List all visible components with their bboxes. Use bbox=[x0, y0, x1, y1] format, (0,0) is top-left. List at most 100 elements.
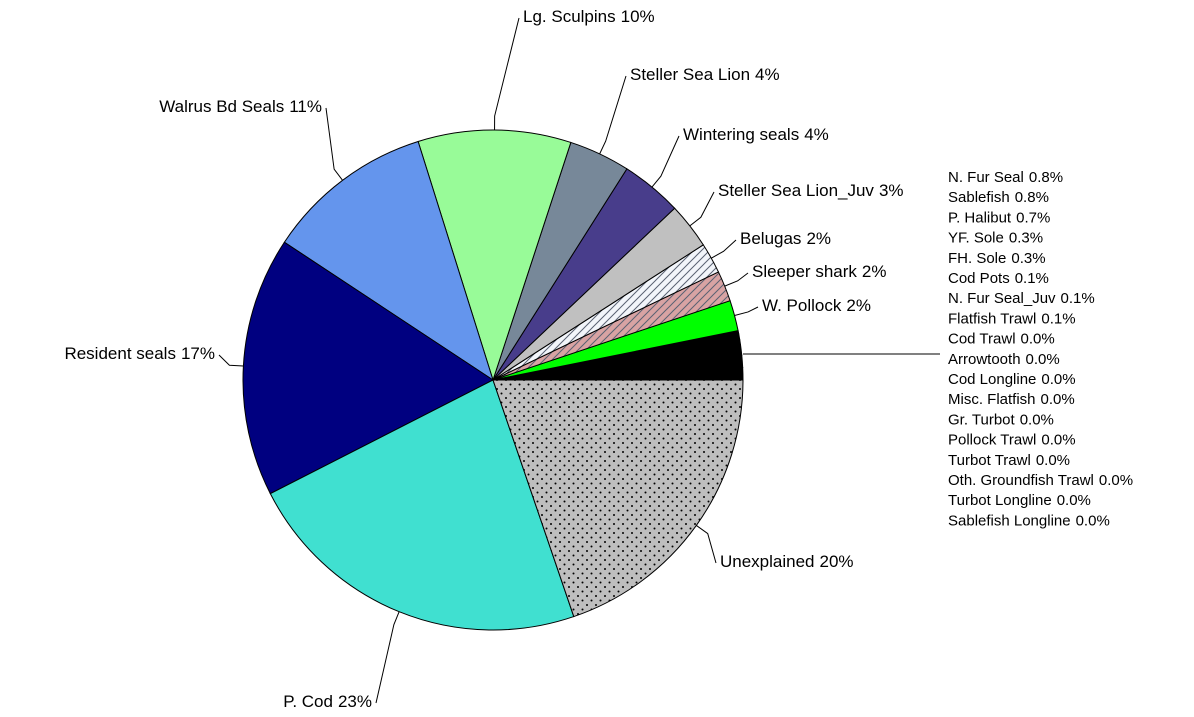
leader-line bbox=[651, 135, 680, 188]
pie-slice bbox=[242, 241, 494, 495]
labels: N. Fur Seal 0.8%Sablefish 0.8%P. Halibut 0.… bbox=[64, 7, 1133, 711]
leader-line bbox=[689, 191, 715, 227]
slice-label: Cod Longline 0.0% bbox=[948, 371, 1076, 388]
category-label: Lg. Sculpins bbox=[523, 7, 616, 26]
category-label: YF. Sole bbox=[948, 230, 1004, 247]
category-label: Sablefish Longline bbox=[948, 512, 1071, 529]
slice-label: N. Fur Seal 0.8% bbox=[948, 169, 1063, 186]
slice-label: Cod Pots 0.1% bbox=[948, 270, 1049, 287]
slice-label: P. Halibut 0.7% bbox=[948, 209, 1050, 226]
slice-label: YF. Sole 0.3% bbox=[948, 230, 1043, 247]
value-label: 0.0% bbox=[1020, 411, 1054, 428]
value-label: 0.0% bbox=[1041, 371, 1075, 388]
value-label: 2% bbox=[862, 262, 887, 281]
category-label: Resident seals bbox=[64, 344, 176, 363]
value-label: 0.3% bbox=[1009, 230, 1043, 247]
value-label: 0.1% bbox=[1041, 310, 1075, 327]
category-label: Steller Sea Lion bbox=[630, 65, 750, 84]
category-label: Turbot Trawl bbox=[948, 452, 1031, 469]
leader-line bbox=[218, 354, 244, 367]
leader-line bbox=[734, 306, 759, 317]
category-label: Flatfish Trawl bbox=[948, 310, 1036, 327]
value-label: 4% bbox=[755, 65, 780, 84]
pie-slice bbox=[283, 140, 494, 382]
slice-label: Wintering seals 4% bbox=[683, 125, 829, 144]
category-label: Steller Sea Lion_Juv bbox=[718, 181, 874, 200]
value-label: 4% bbox=[804, 125, 829, 144]
category-label: Cod Trawl bbox=[948, 331, 1016, 348]
category-label: Sablefish bbox=[948, 189, 1010, 206]
category-label: Gr. Turbot bbox=[948, 411, 1016, 428]
category-label: Arrowtooth bbox=[948, 351, 1021, 368]
slice-label: Sleeper shark 2% bbox=[752, 262, 886, 281]
slice-label: Oth. Groundfish Trawl 0.0% bbox=[948, 472, 1133, 489]
category-label: FH. Sole bbox=[948, 250, 1006, 267]
value-label: 10% bbox=[621, 7, 655, 26]
slice-label: Walrus Bd Seals 11% bbox=[159, 97, 322, 116]
value-label: 0.0% bbox=[1076, 512, 1110, 529]
value-label: 0.8% bbox=[1029, 169, 1063, 186]
category-label: Turbot Longline bbox=[948, 492, 1052, 509]
value-label: 20% bbox=[820, 552, 854, 571]
value-label: 0.0% bbox=[1041, 391, 1075, 408]
value-label: 0.1% bbox=[1061, 290, 1095, 307]
category-label: P. Cod bbox=[283, 692, 333, 711]
value-label: 0.8% bbox=[1015, 189, 1049, 206]
slice-label: P. Cod 23% bbox=[283, 692, 372, 711]
value-label: 23% bbox=[338, 692, 372, 711]
category-label: W. Pollock bbox=[762, 296, 842, 315]
leader-line bbox=[599, 75, 627, 155]
category-label: N. Fur Seal_Juv bbox=[948, 290, 1056, 307]
leader-line bbox=[325, 107, 343, 181]
category-label: Cod Longline bbox=[948, 371, 1036, 388]
value-label: 0.7% bbox=[1016, 209, 1050, 226]
value-label: 3% bbox=[879, 181, 904, 200]
slice-label: N. Fur Seal_Juv 0.1% bbox=[948, 290, 1095, 307]
slice-label: Turbot Longline 0.0% bbox=[948, 492, 1091, 509]
leader-line bbox=[375, 611, 400, 704]
slice-label: Pollock Trawl 0.0% bbox=[948, 432, 1076, 449]
leader-line bbox=[696, 525, 717, 564]
leader-line bbox=[494, 17, 520, 131]
category-label: Wintering seals bbox=[683, 125, 799, 144]
slice-label: Lg. Sculpins 10% bbox=[523, 7, 655, 26]
value-label: 11% bbox=[289, 97, 322, 116]
category-label: Misc. Flatfish bbox=[948, 391, 1036, 408]
value-label: 0.0% bbox=[1057, 492, 1091, 509]
slice-label: Sablefish Longline 0.0% bbox=[948, 512, 1110, 529]
slice-label: Unexplained 20% bbox=[720, 552, 854, 571]
slice-label: Gr. Turbot 0.0% bbox=[948, 411, 1054, 428]
value-label: 0.0% bbox=[1036, 452, 1070, 469]
category-label: P. Halibut bbox=[948, 209, 1012, 226]
category-label: N. Fur Seal bbox=[948, 169, 1024, 186]
category-label: Pollock Trawl bbox=[948, 432, 1036, 449]
leader-line bbox=[711, 239, 737, 259]
slice-label: Flatfish Trawl 0.1% bbox=[948, 310, 1076, 327]
slice-label: FH. Sole 0.3% bbox=[948, 250, 1046, 267]
category-label: Cod Pots bbox=[948, 270, 1010, 287]
category-label: Walrus Bd Seals bbox=[159, 97, 284, 116]
value-label: 2% bbox=[806, 229, 831, 248]
slice-label: Belugas 2% bbox=[740, 229, 831, 248]
slice-label: Arrowtooth 0.0% bbox=[948, 351, 1060, 368]
slice-label: Steller Sea Lion 4% bbox=[630, 65, 780, 84]
value-label: 0.3% bbox=[1011, 250, 1045, 267]
value-label: 0.0% bbox=[1099, 472, 1133, 489]
slice-label: Resident seals 17% bbox=[64, 344, 215, 363]
slice-label: Steller Sea Lion_Juv 3% bbox=[718, 181, 904, 200]
category-label: Belugas bbox=[740, 229, 801, 248]
value-label: 0.0% bbox=[1026, 351, 1060, 368]
slice-label: Misc. Flatfish 0.0% bbox=[948, 391, 1075, 408]
leader-line bbox=[724, 272, 749, 287]
slice-label: Sablefish 0.8% bbox=[948, 189, 1049, 206]
slice-label: W. Pollock 2% bbox=[762, 296, 871, 315]
category-label: Oth. Groundfish Trawl bbox=[948, 472, 1094, 489]
category-label: Unexplained bbox=[720, 552, 815, 571]
value-label: 2% bbox=[846, 296, 871, 315]
value-label: 0.1% bbox=[1015, 270, 1049, 287]
pie bbox=[242, 129, 744, 631]
slice-label: Turbot Trawl 0.0% bbox=[948, 452, 1070, 469]
value-label: 17% bbox=[181, 344, 215, 363]
value-label: 0.0% bbox=[1041, 432, 1075, 449]
